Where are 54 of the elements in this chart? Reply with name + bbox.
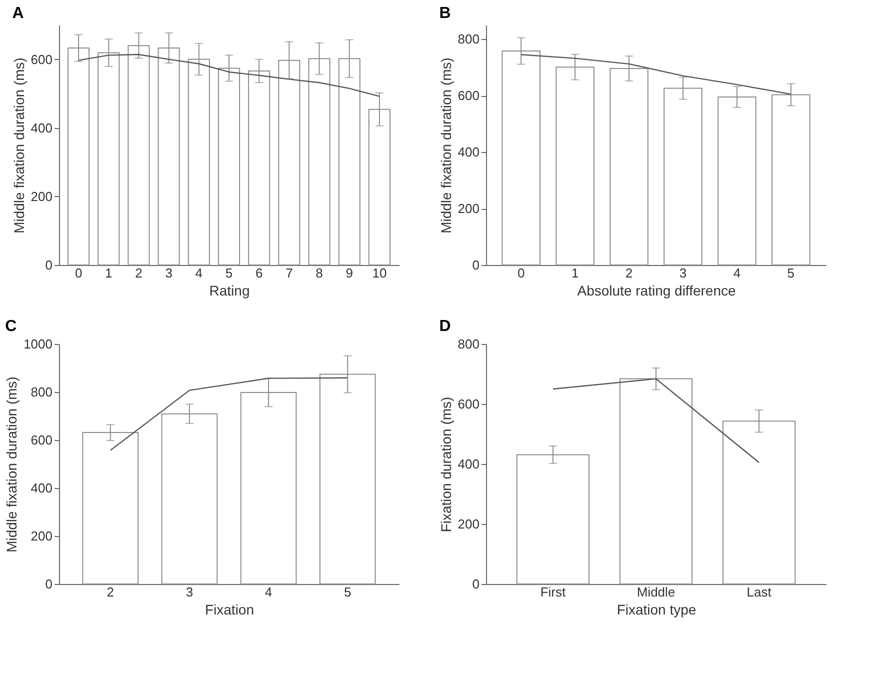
y-tick-label: 200 bbox=[30, 528, 52, 544]
y-tick-label: 200 bbox=[458, 201, 480, 216]
x-tick-label: 4 bbox=[195, 266, 203, 280]
y-tick-label: 200 bbox=[458, 516, 480, 532]
x-tick-label: 3 bbox=[679, 266, 687, 280]
x-tick-label: 0 bbox=[74, 266, 82, 280]
y-axis-title: Middle fixation duration (ms) bbox=[438, 58, 454, 234]
chart-title: B bbox=[439, 5, 451, 22]
line-series bbox=[520, 54, 792, 95]
y-tick-label: 600 bbox=[30, 432, 52, 448]
x-tick-label: 2 bbox=[135, 266, 142, 280]
y-tick-label: 400 bbox=[458, 456, 480, 472]
x-tick-label: 5 bbox=[344, 584, 352, 600]
chart-title: C bbox=[5, 318, 18, 335]
chart-title: A bbox=[12, 5, 24, 22]
x-tick-label: 7 bbox=[286, 266, 293, 280]
x-axis-title: Fixation bbox=[204, 602, 254, 618]
y-tick-label: 200 bbox=[30, 188, 52, 204]
y-tick-label: 600 bbox=[30, 52, 52, 67]
x-tick-label: 2 bbox=[106, 584, 114, 600]
x-tick-label: 10 bbox=[372, 266, 387, 280]
x-axis-title: Rating bbox=[209, 282, 250, 298]
x-axis-title: Fixation type bbox=[616, 602, 696, 618]
chart-title: D bbox=[439, 318, 451, 335]
y-tick-label: 800 bbox=[30, 384, 52, 400]
y-tick-label: 800 bbox=[458, 336, 480, 352]
x-tick-label: First bbox=[540, 584, 566, 600]
x-tick-label: 8 bbox=[316, 266, 323, 280]
y-tick-label: 400 bbox=[30, 120, 52, 136]
y-tick-label: 400 bbox=[30, 480, 52, 496]
x-tick-label: 6 bbox=[255, 266, 263, 280]
y-axis-title: Middle fixation duration (ms) bbox=[10, 58, 27, 234]
x-tick-label: 3 bbox=[186, 584, 194, 600]
x-tick-label: 1 bbox=[571, 266, 579, 280]
x-tick-label: 4 bbox=[264, 584, 272, 600]
x-tick-label: 1 bbox=[105, 266, 112, 280]
y-tick-label: 600 bbox=[458, 88, 480, 104]
y-tick-label: 400 bbox=[458, 144, 480, 160]
x-tick-label: 0 bbox=[517, 266, 525, 280]
x-tick-label: 2 bbox=[625, 266, 633, 280]
x-axis-title: Absolute rating difference bbox=[577, 282, 736, 298]
x-tick-label: 5 bbox=[225, 266, 233, 280]
x-tick-label: 9 bbox=[346, 266, 353, 280]
y-tick-label: 600 bbox=[458, 396, 480, 412]
x-tick-label: 5 bbox=[787, 266, 795, 280]
x-tick-label: Middle bbox=[636, 584, 676, 600]
y-tick-label: 1000 bbox=[24, 336, 52, 352]
line-series bbox=[110, 377, 348, 451]
x-tick-label: 4 bbox=[733, 266, 741, 280]
x-tick-label: Last bbox=[746, 584, 772, 600]
x-tick-label: 3 bbox=[165, 266, 172, 280]
y-axis-title: Middle fixation duration (ms) bbox=[4, 376, 20, 552]
y-axis-title: Fixation duration (ms) bbox=[438, 396, 454, 532]
y-tick-label: 800 bbox=[458, 32, 480, 47]
